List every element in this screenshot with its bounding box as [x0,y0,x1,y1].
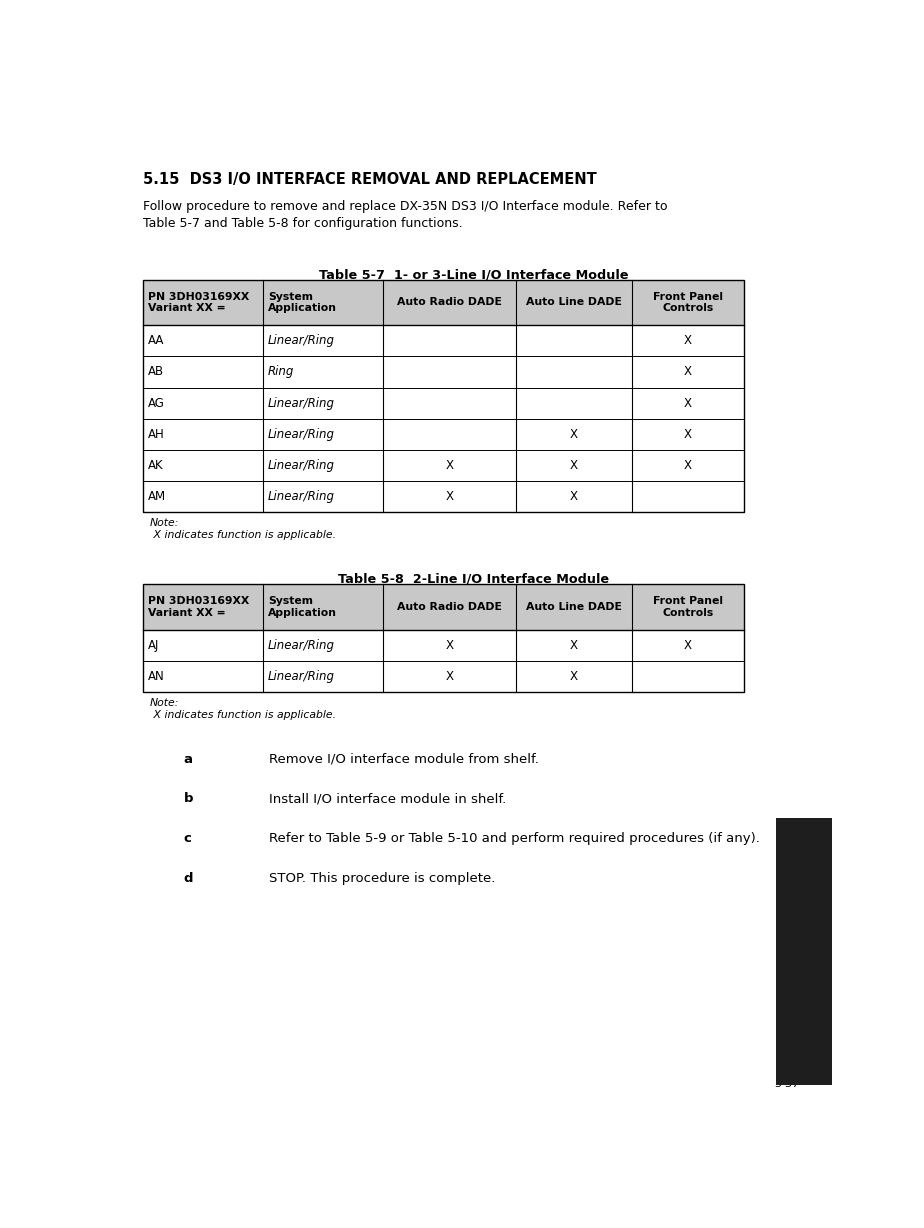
Bar [142,388,744,419]
Bar [142,585,744,630]
Bar [142,280,744,325]
Text: X: X [684,366,692,378]
Text: X: X [684,639,692,652]
Text: X: X [684,334,692,348]
Text: 5.15  DS3 I/O INTERFACE REMOVAL AND REPLACEMENT: 5.15 DS3 I/O INTERFACE REMOVAL AND REPLA… [142,172,597,187]
Text: AH: AH [148,427,164,441]
Text: Auto Line DADE: Auto Line DADE [526,297,622,307]
Text: Front Panel
Controls: Front Panel Controls [653,596,723,618]
Text: Front Panel
Controls: Front Panel Controls [653,291,723,313]
Text: a: a [184,753,192,765]
Text: Table 5-8  2-Line I/O Interface Module: Table 5-8 2-Line I/O Interface Module [338,572,609,586]
Text: Linear/Ring: Linear/Ring [268,670,335,683]
Text: X: X [445,670,454,683]
Bar [142,630,744,661]
Text: X: X [684,397,692,410]
Text: STOP. This procedure is complete.: STOP. This procedure is complete. [270,872,496,884]
Text: PN 3DH03169XX
Variant XX =: PN 3DH03169XX Variant XX = [148,291,249,313]
Text: X: X [570,427,578,441]
Text: PN 3DH03169XX
Variant XX =: PN 3DH03169XX Variant XX = [148,596,249,618]
Bar [142,481,744,512]
Text: Ring: Ring [268,366,295,378]
Text: X: X [570,459,578,472]
Text: AA: AA [148,334,164,348]
Text: Linear/Ring: Linear/Ring [268,427,335,441]
Text: Linear/Ring: Linear/Ring [268,397,335,410]
Text: X: X [445,490,454,503]
Text: 5-37: 5-37 [774,1079,799,1089]
Text: Linear/Ring: Linear/Ring [268,334,335,348]
Text: Auto Radio DADE: Auto Radio DADE [397,602,502,612]
Bar [142,356,744,388]
Text: X: X [570,490,578,503]
Text: Remove I/O interface module from shelf.: Remove I/O interface module from shelf. [270,753,540,765]
Text: Follow procedure to remove and replace DX-35N DS3 I/O Interface module. Refer to: Follow procedure to remove and replace D… [142,200,667,231]
Text: Auto Line DADE: Auto Line DADE [526,602,622,612]
Text: X: X [445,459,454,472]
Text: AB: AB [148,366,164,378]
Text: X: X [684,459,692,472]
Text: AK: AK [148,459,164,472]
Text: AJ: AJ [148,639,159,652]
Bar [142,280,744,512]
Text: Note:
 X indicates function is applicable.: Note: X indicates function is applicable… [150,698,336,720]
Text: Table 5-7  1- or 3-Line I/O Interface Module: Table 5-7 1- or 3-Line I/O Interface Mod… [319,269,628,281]
Text: System
Application: System Application [268,596,337,618]
Text: X: X [570,670,578,683]
Bar [776,818,832,1086]
Text: AG: AG [148,397,164,410]
Text: d: d [184,872,193,884]
Text: Auto Radio DADE: Auto Radio DADE [397,297,502,307]
Text: Note:
 X indicates function is applicable.: Note: X indicates function is applicable… [150,518,336,540]
Text: X: X [570,639,578,652]
Text: Refer to Table 5-9 or Table 5-10 and perform required procedures (if any).: Refer to Table 5-9 or Table 5-10 and per… [270,831,760,845]
Text: AN: AN [148,670,164,683]
Text: Linear/Ring: Linear/Ring [268,639,335,652]
Text: Install I/O interface module in shelf.: Install I/O interface module in shelf. [270,792,506,806]
Bar [142,449,744,481]
Text: c: c [184,831,191,845]
Text: System
Application: System Application [268,291,337,313]
Text: b: b [184,792,193,806]
Text: Linear/Ring: Linear/Ring [268,490,335,503]
Text: X: X [445,639,454,652]
Bar [142,661,744,693]
Text: X: X [684,427,692,441]
Bar [142,325,744,356]
Bar [142,585,744,693]
Text: AM: AM [148,490,165,503]
Bar [142,419,744,449]
Text: Linear/Ring: Linear/Ring [268,459,335,472]
